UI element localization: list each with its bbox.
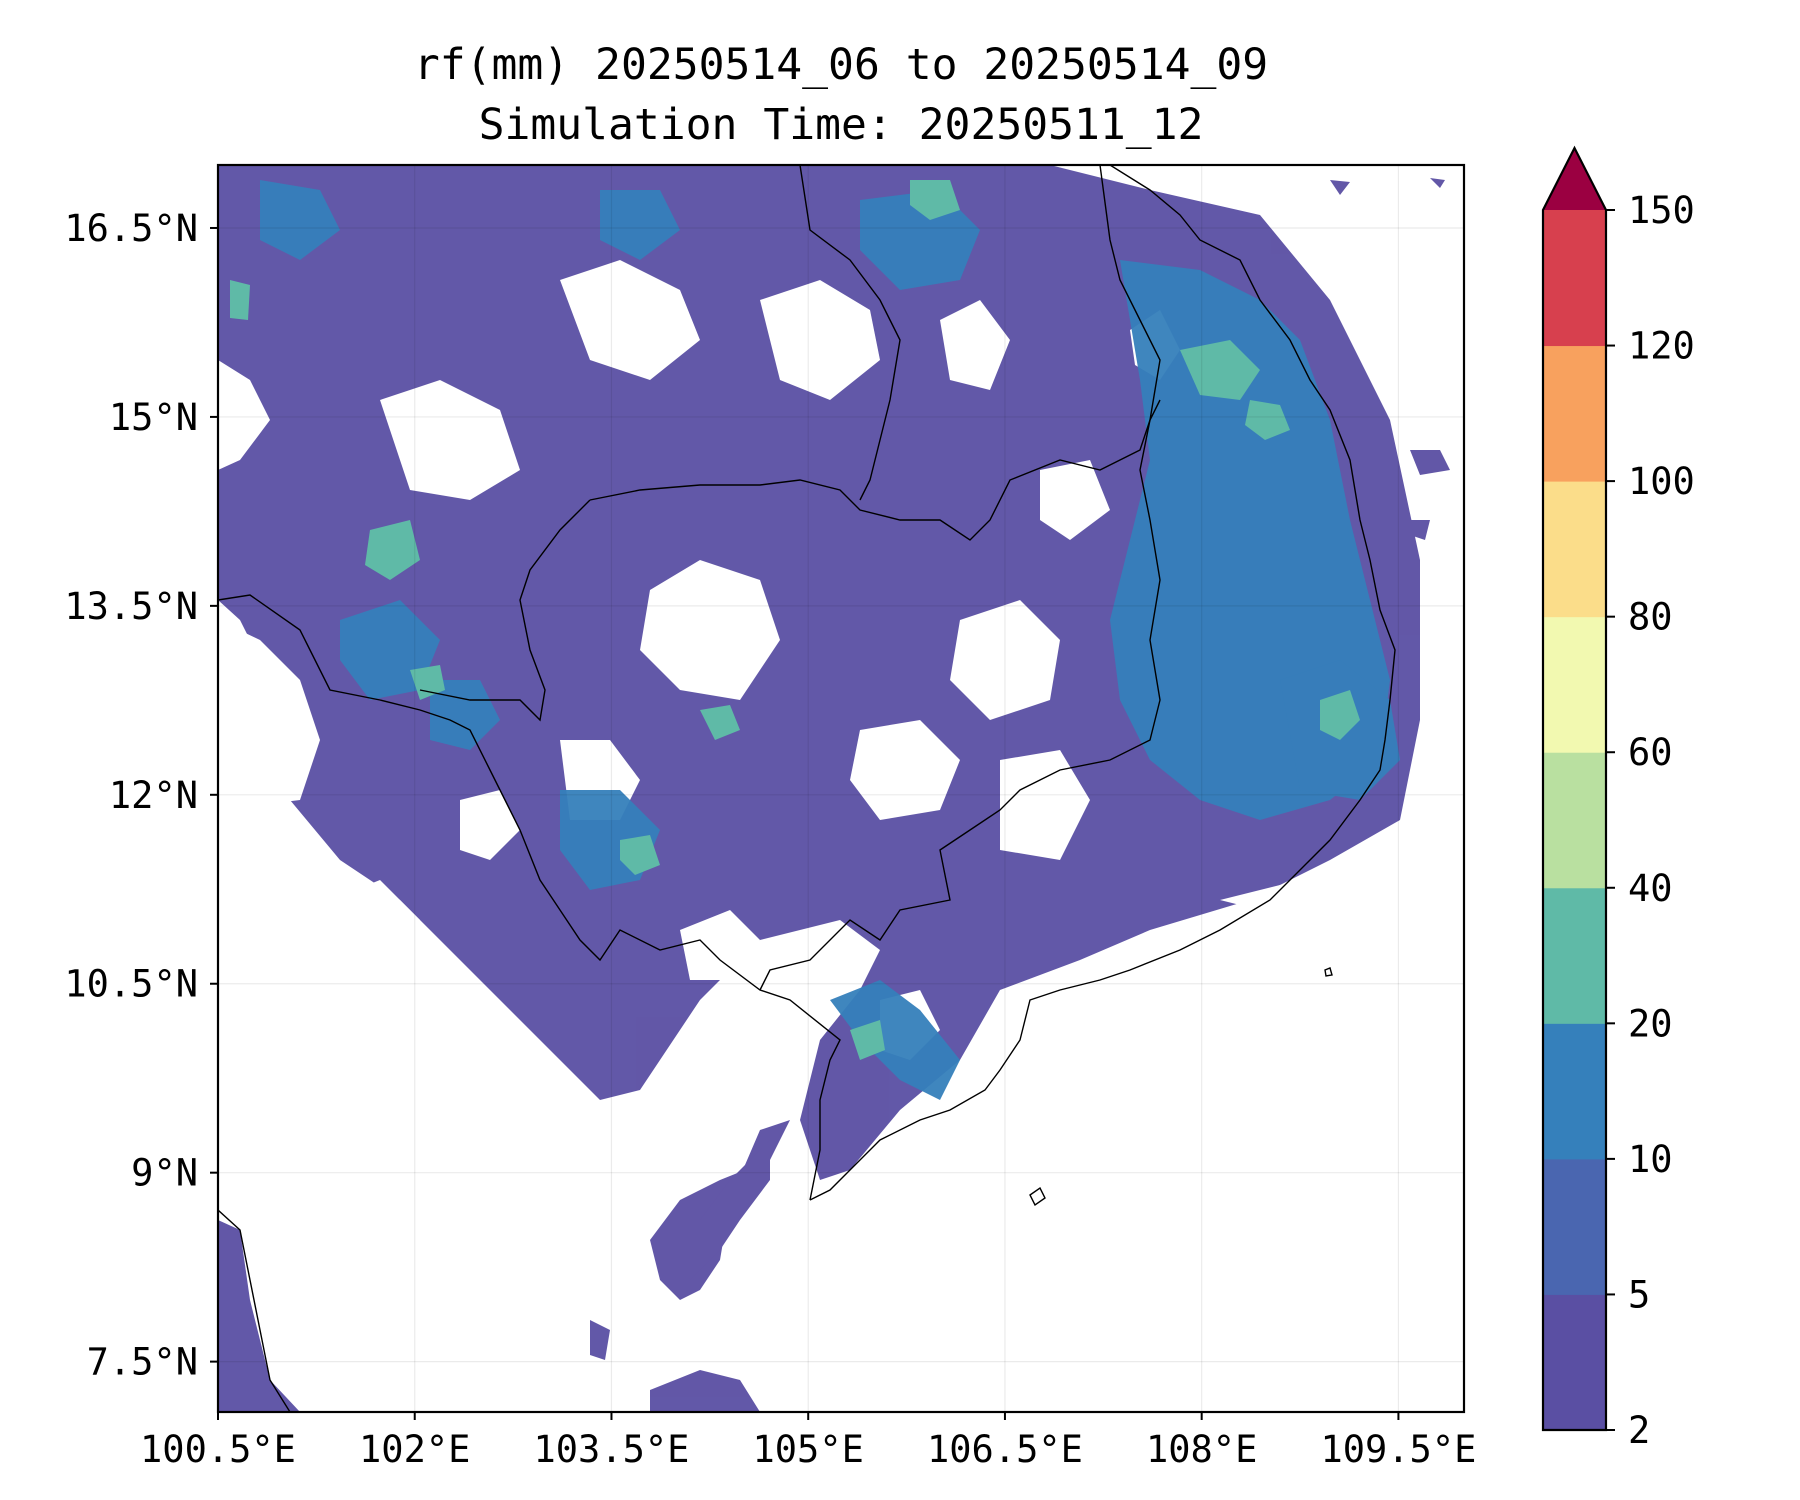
map-frame [216,163,1466,1414]
island [1324,967,1333,977]
colorbar-tick-label: 150 [1628,189,1695,232]
vietnam-coastline [809,165,1396,1201]
rain-heavy [230,180,1360,1060]
gridlines [218,165,1464,1412]
x-tick-label: 108°E [1146,1428,1257,1471]
dry-zones [218,260,1350,1100]
cambodia-vietnam-border [759,419,1161,991]
x-tick-label: 105°E [753,1428,864,1471]
x-axis: 100.5°E 102°E 103.5°E 105°E 106.5°E 108°E 109.… [140,1412,1476,1471]
map-subtitle: Simulation Time: 20250511_12 [478,100,1204,150]
y-tick-label: 7.5°N [87,1341,198,1384]
map-title: rf(mm) 20250514_06 to 20250514_09 [413,40,1269,90]
y-tick-label: 15°N [109,396,198,439]
gulf-of-thailand-coast [218,594,841,1201]
y-tick-label: 10.5°N [64,963,198,1006]
colorbar-tick-label: 20 [1628,1002,1673,1045]
colorbar-tick-label: 80 [1628,596,1673,639]
colorbar-segment [1543,1294,1606,1431]
y-axis: 16.5°N 15°N 13.5°N 12°N 10.5°N 9°N 7.5°N [64,207,218,1384]
x-tick-label: 103.5°E [534,1428,690,1471]
thailand-cambodia-border [419,499,591,722]
colorbar-segment [1543,210,1606,347]
colorbar: 2 5 10 20 40 60 80 100 120 150 [1541,145,1695,1452]
rain-light [218,165,1450,1412]
colorbar-segment [1543,752,1606,889]
colorbar-segment [1543,1158,1606,1295]
colorbar-segment [1543,887,1606,1024]
colorbar-tick-label: 5 [1628,1273,1650,1316]
coastlines-and-borders [218,165,1396,1412]
laos-vietnam-border [1099,165,1161,421]
y-tick-label: 16.5°N [64,207,198,250]
colorbar-tick-label: 10 [1628,1138,1673,1181]
rainfall-field [218,165,1450,1412]
colorbar-segment [1543,1023,1606,1160]
colorbar-segment [1543,481,1606,618]
x-tick-label: 109.5°E [1320,1428,1476,1471]
colorbar-tick-label: 40 [1628,867,1673,910]
colorbar-segment [1543,345,1606,482]
colorbar-tick-label: 100 [1628,460,1695,503]
y-tick-label: 9°N [131,1152,198,1195]
colorbar-tick-label: 2 [1628,1409,1650,1452]
colorbar-extend-arrow [1543,148,1606,210]
x-tick-label: 102°E [359,1428,470,1471]
island [1029,1186,1046,1207]
x-tick-label: 100.5°E [140,1428,296,1471]
laos-thailand-border [799,165,901,501]
malay-coast [218,1209,291,1412]
cambodia-laos-border [589,399,1161,541]
colorbar-outline [1541,145,1608,1432]
y-tick-label: 12°N [109,774,198,817]
y-tick-label: 13.5°N [64,585,198,628]
colorbar-segment [1543,616,1606,753]
colorbar-tick-label: 60 [1628,731,1673,774]
colorbar-tick-label: 120 [1628,325,1695,368]
x-tick-label: 106.5°E [927,1428,1083,1471]
map-area [218,165,1464,1412]
